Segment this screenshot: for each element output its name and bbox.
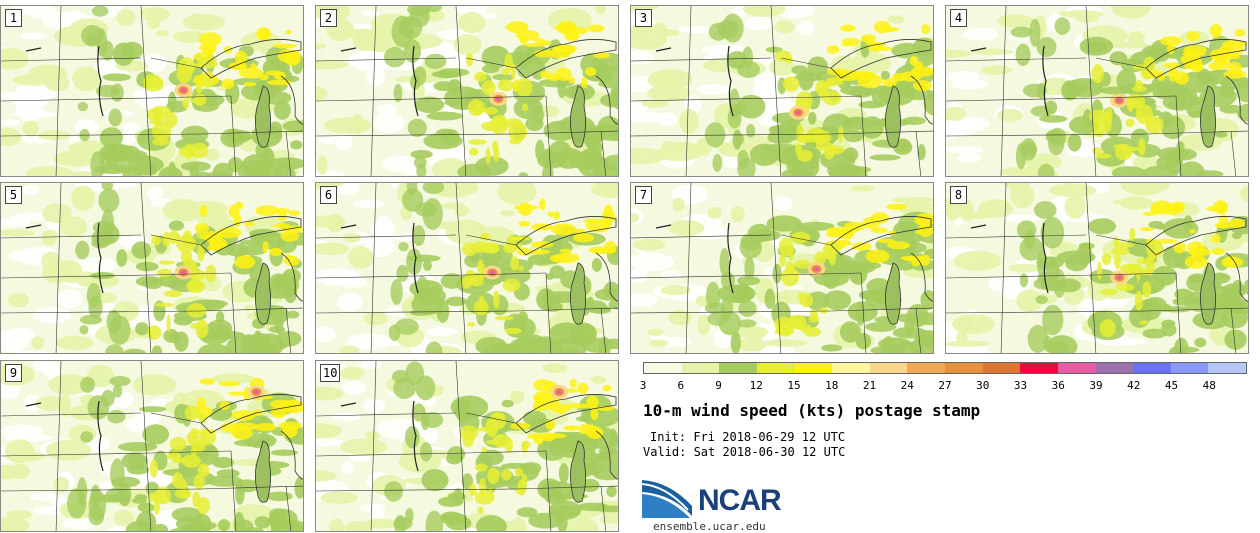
colorbar-swatch-14	[1170, 363, 1209, 373]
valid-time: Valid: Sat 2018-06-30 12 UTC	[643, 445, 846, 459]
colorbar-swatch-4	[794, 363, 833, 373]
ncar-logo-text: NCAR	[698, 484, 782, 517]
colorbar-swatch-6	[869, 363, 908, 373]
colorbar-tick-label: 9	[715, 379, 722, 392]
map-panel-8: 8	[945, 182, 1249, 354]
colorbar-tick-label: 21	[862, 379, 877, 392]
colorbar-tick-label: 24	[900, 379, 914, 392]
panel-number-label: 9	[5, 364, 22, 382]
colorbar-swatch-3	[756, 363, 795, 373]
panel-number-label: 8	[950, 186, 967, 204]
map-panel-4: 4	[945, 5, 1249, 177]
wind-field-map	[946, 6, 1248, 176]
panel-number-label: 1	[5, 9, 22, 27]
colorbar-tick-label: 3	[639, 379, 647, 392]
panel-number-label: 7	[635, 186, 652, 204]
colorbar-tick-label: 39	[1089, 379, 1103, 392]
map-panel-1: 1	[0, 5, 304, 177]
map-panel-7: 7	[630, 182, 934, 354]
colorbar-swatch-9	[982, 363, 1021, 373]
panel-number-label: 6	[320, 186, 337, 204]
map-title: 10-m wind speed (kts) postage stamp	[643, 401, 981, 420]
colorbar-swatch-15	[1208, 363, 1246, 373]
colorbar-tick-label: 6	[677, 379, 685, 392]
wind-field-map	[631, 183, 933, 353]
colorbar-tick-label: 36	[1051, 379, 1065, 392]
wind-field-map	[316, 183, 618, 353]
map-panel-5: 5	[0, 182, 304, 354]
wind-field-map	[316, 361, 618, 531]
colorbar-swatch-7	[907, 363, 945, 373]
panel-number-label: 3	[635, 9, 652, 27]
colorbar-swatch-5	[832, 363, 870, 373]
colorbar-ticks: 3 6 9 12 15 18 21 24 27 30 33 36 39 42 45 48	[639, 379, 1247, 393]
colorbar-swatch-11	[1057, 363, 1096, 373]
panel-number-label: 5	[5, 186, 22, 204]
wind-field-map	[1, 183, 303, 353]
colorbar-tick-label: 48	[1202, 379, 1216, 392]
panel-number-label: 10	[320, 364, 341, 382]
map-panel-9: 9	[0, 360, 304, 532]
panel-number-label: 4	[950, 9, 967, 27]
site-url: ensemble.ucar.edu	[653, 520, 766, 533]
map-panel-6: 6	[315, 182, 619, 354]
panel-number-label: 2	[320, 9, 337, 27]
colorbar-tick-label: 33	[1013, 379, 1028, 392]
colorbar-tick-label: 27	[938, 379, 952, 392]
colorbar-swatch-0	[644, 363, 682, 373]
map-panel-3: 3	[630, 5, 934, 177]
wind-field-map	[1, 6, 303, 176]
colorbar-swatch-8	[945, 363, 983, 373]
wind-field-map	[1, 361, 303, 531]
colorbar-tick-label: 12	[749, 379, 763, 392]
colorbar-tick-label: 30	[976, 379, 990, 392]
colorbar-swatch-12	[1095, 363, 1134, 373]
map-panel-2: 2	[315, 5, 619, 177]
colorbar-swatch-10	[1020, 363, 1058, 373]
ncar-logo-icon	[642, 480, 692, 518]
wind-field-map	[316, 6, 618, 176]
colorbar-tick-label: 15	[787, 379, 801, 392]
colorbar-swatch-1	[681, 363, 720, 373]
colorbar-tick-label: 45	[1164, 379, 1179, 392]
wind-field-map	[631, 6, 933, 176]
map-panel-10: 10	[315, 360, 619, 532]
colorbar-tick-label: 18	[825, 379, 839, 392]
init-time: Init: Fri 2018-06-29 12 UTC	[650, 430, 846, 444]
colorbar	[643, 362, 1247, 374]
colorbar-swatch-13	[1133, 363, 1171, 373]
colorbar-tick-label: 42	[1127, 379, 1141, 392]
colorbar-swatch-2	[719, 363, 757, 373]
wind-field-map	[946, 183, 1248, 353]
